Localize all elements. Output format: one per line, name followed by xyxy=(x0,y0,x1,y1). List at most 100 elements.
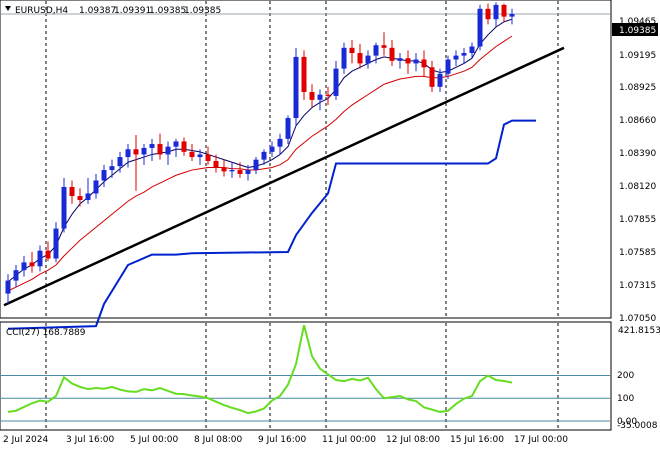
price-tick: 1.08660 xyxy=(619,116,656,126)
candle-body xyxy=(285,118,291,139)
candle-body xyxy=(381,45,387,48)
ohlc-open: 1.09387 xyxy=(79,6,116,16)
candle-body xyxy=(357,53,363,64)
candle-body xyxy=(45,250,51,259)
time-label: 8 Jul 08:00 xyxy=(194,435,243,445)
trendline-layer[interactable] xyxy=(3,46,565,307)
time-label: 9 Jul 16:00 xyxy=(258,435,307,445)
cci-level-tag-200 xyxy=(612,369,636,380)
fast-ma-series xyxy=(7,18,513,283)
cci-axis-bottom: -35.0008 xyxy=(617,421,658,431)
candle-body xyxy=(309,92,315,100)
candle-body xyxy=(173,141,179,147)
blue-indicator-line xyxy=(7,119,536,330)
time-label: 15 Jul 16:00 xyxy=(450,435,504,445)
candle-body xyxy=(349,47,355,54)
candle-body xyxy=(269,146,275,152)
candle-body xyxy=(197,154,203,158)
candle-body xyxy=(493,4,499,20)
time-label: 2 Jul 2024 xyxy=(3,435,48,445)
candles xyxy=(5,2,515,304)
candle-body xyxy=(501,4,507,17)
candle-body xyxy=(109,166,115,171)
time-label: 3 Jul 16:00 xyxy=(66,435,115,445)
candle-body xyxy=(221,167,227,172)
candle-body xyxy=(301,56,307,93)
chart-header: EURUSD,H4 1.09387 1.09391 1.09385 1.0938… xyxy=(5,6,221,16)
candle-body xyxy=(317,94,323,100)
price-panel[interactable] xyxy=(0,0,612,319)
price-tick: 1.09195 xyxy=(619,51,656,61)
symbol-label: EURUSD,H4 xyxy=(15,6,68,16)
time-label: 12 Jul 08:00 xyxy=(386,435,440,445)
candle-body xyxy=(205,154,211,161)
candle-body xyxy=(149,144,155,148)
candle-body xyxy=(429,67,435,87)
candle-body xyxy=(413,59,419,64)
cci-level-tag-100 xyxy=(612,392,636,403)
candle-body xyxy=(261,151,267,160)
cci-level-200-label: 200 xyxy=(617,371,634,381)
cci-layer xyxy=(1,324,610,422)
candle-body xyxy=(485,8,491,20)
candle-body xyxy=(53,228,59,259)
price-tick: 1.09465 xyxy=(619,17,656,27)
candle-body xyxy=(29,262,35,267)
candle-body xyxy=(13,270,19,281)
price-tick: 1.07050 xyxy=(619,314,656,324)
cci-panel[interactable] xyxy=(0,321,612,431)
candle-body xyxy=(141,147,147,155)
candle-body xyxy=(61,186,67,229)
candle-body xyxy=(5,280,11,294)
price-axis[interactable]: 1.09465 1.09195 1.08925 1.08660 1.08390 … xyxy=(612,17,658,324)
candle-body xyxy=(477,8,483,47)
candle-body xyxy=(21,262,27,271)
current-price-tag xyxy=(612,23,658,36)
ohlc-low: 1.09385 xyxy=(149,6,186,16)
candle-body xyxy=(293,56,299,119)
blue-indicator-series xyxy=(7,119,536,330)
candle-body xyxy=(213,160,219,168)
candle-body xyxy=(37,250,43,267)
candle-body xyxy=(469,46,475,54)
time-label: 11 Jul 00:00 xyxy=(322,435,376,445)
candle-body xyxy=(445,59,451,74)
candle-body xyxy=(181,141,187,152)
ohlc-high: 1.09391 xyxy=(114,6,151,16)
price-tick: 1.07855 xyxy=(619,215,656,225)
candle-body xyxy=(237,170,243,174)
dropdown-triangle-icon[interactable] xyxy=(5,6,11,11)
candle-body xyxy=(245,170,251,174)
candle-body xyxy=(405,58,411,64)
candle-body xyxy=(509,14,515,17)
cci-level-100-label: 100 xyxy=(617,394,634,404)
time-axis[interactable]: 2 Jul 2024 3 Jul 16:00 5 Jul 00:00 8 Jul… xyxy=(3,435,568,445)
cci-label: CCI(27) 168.7889 xyxy=(6,328,86,338)
price-tick: 1.07585 xyxy=(619,248,656,258)
candle-body xyxy=(397,58,403,61)
cci-level-0-label: 0.00 xyxy=(617,417,637,427)
candle-body xyxy=(117,157,123,167)
candle-body xyxy=(277,138,283,147)
candle-body xyxy=(437,73,443,87)
candle-body xyxy=(389,47,395,61)
candle-body xyxy=(453,55,459,60)
candle-body xyxy=(189,151,195,158)
candle-body xyxy=(333,68,339,96)
current-price-label: 1.09385 xyxy=(619,26,656,36)
price-tick: 1.07315 xyxy=(619,281,656,291)
candle-body xyxy=(101,170,107,181)
candle-body xyxy=(157,144,163,155)
support-trendline[interactable] xyxy=(3,46,565,307)
candle-body xyxy=(69,186,75,197)
cci-axis[interactable]: 421.8153 200 100 0.00 -35.0008 xyxy=(612,326,660,431)
candle-body xyxy=(165,146,171,155)
price-tick: 1.08120 xyxy=(619,182,656,192)
candle-body xyxy=(325,94,331,96)
candle-body xyxy=(461,53,467,56)
price-tick: 1.08390 xyxy=(619,149,656,159)
candle-body xyxy=(77,196,83,200)
candle-body xyxy=(93,180,99,194)
